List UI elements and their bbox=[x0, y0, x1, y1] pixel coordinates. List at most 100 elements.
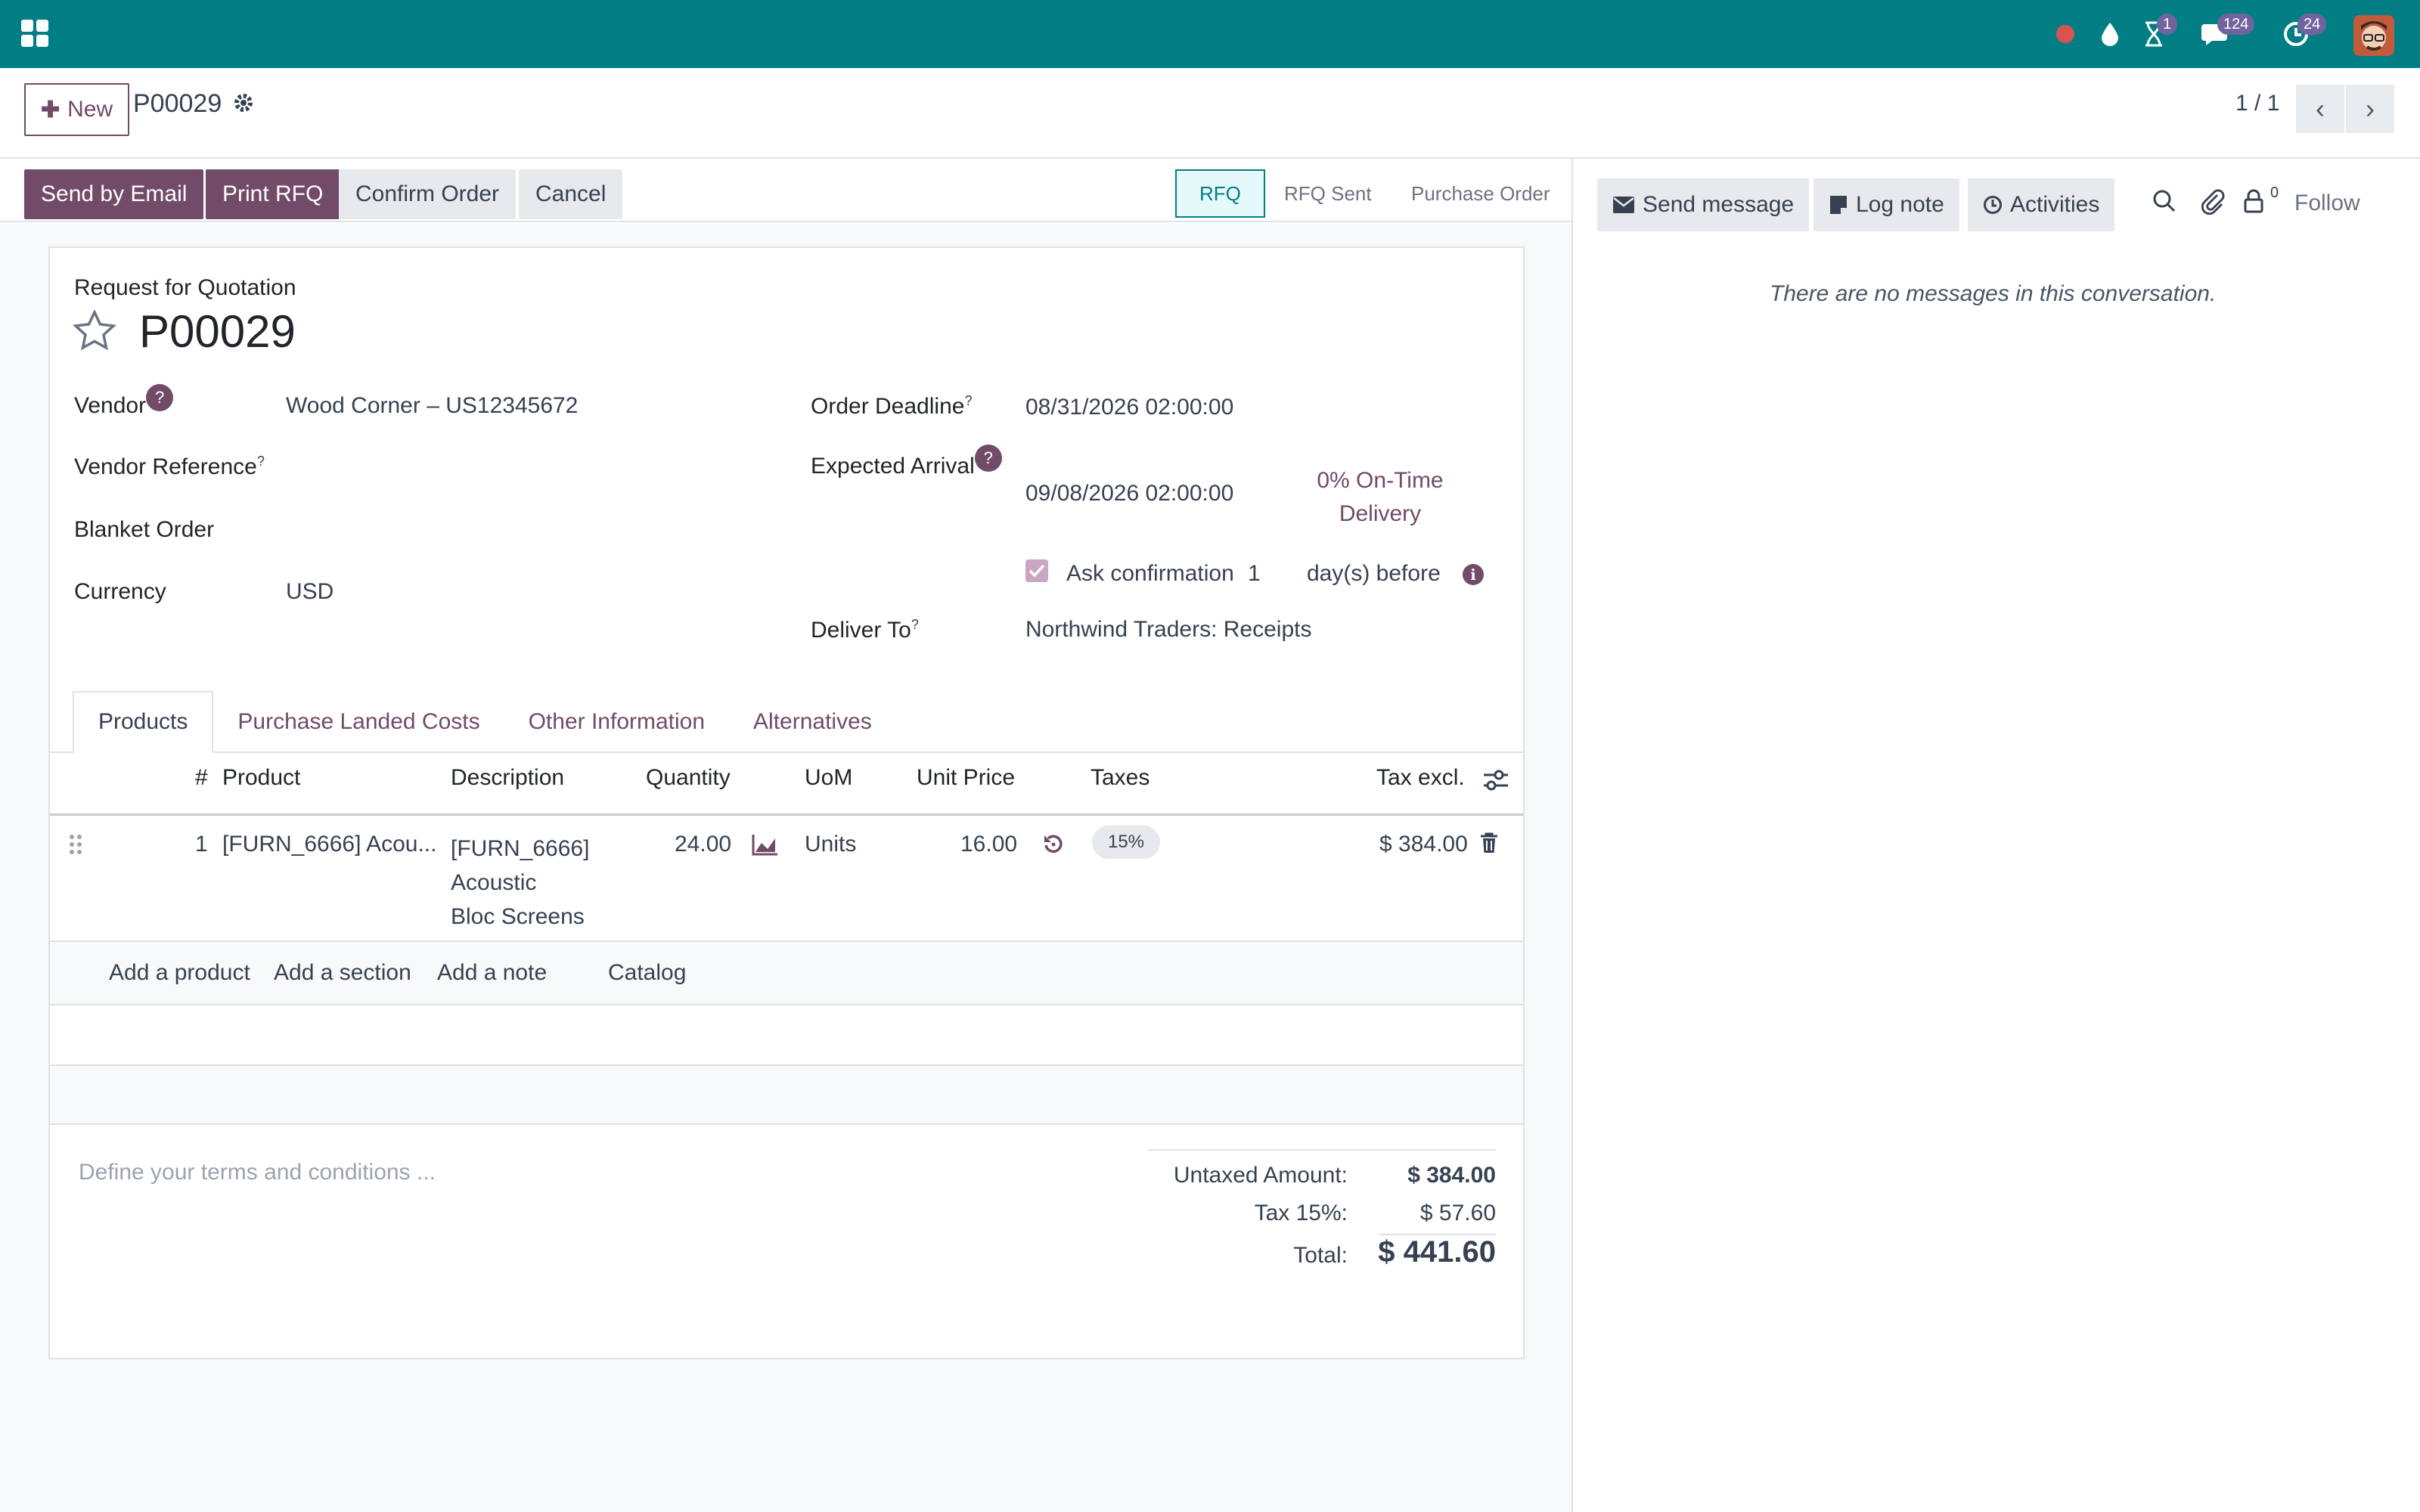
row-quantity[interactable]: 24.00 bbox=[675, 832, 732, 857]
vendor-label-text: Vendor bbox=[74, 393, 147, 418]
gear-icon[interactable] bbox=[231, 91, 262, 121]
reset-price-icon[interactable] bbox=[1042, 833, 1065, 860]
vendor-reference-label: Vendor Reference? bbox=[74, 454, 265, 480]
envelope-icon bbox=[1613, 197, 1634, 213]
column-header-description[interactable]: Description bbox=[451, 765, 565, 790]
total-value: $ 441.60 bbox=[1378, 1235, 1496, 1269]
column-header-unit-price[interactable]: Unit Price bbox=[917, 765, 1016, 790]
tab-other-information[interactable]: Other Information bbox=[528, 709, 706, 734]
followers-lock-icon[interactable] bbox=[2243, 189, 2264, 219]
column-header-uom[interactable]: UoM bbox=[805, 765, 853, 790]
paperclip-icon[interactable] bbox=[2201, 189, 2225, 221]
row-description[interactable]: [FURN_6666] Acoustic Bloc Screens bbox=[451, 832, 589, 934]
ask-confirmation-checkbox[interactable] bbox=[1025, 559, 1048, 582]
column-header-tax-excl[interactable]: Tax excl. bbox=[1376, 765, 1465, 790]
totals-divider bbox=[1148, 1149, 1496, 1151]
chevron-right-icon: › bbox=[2366, 93, 2375, 124]
add-section-link[interactable]: Add a section bbox=[274, 960, 411, 985]
form-statusbar: Send by Email Print RFQ Confirm Order Ca… bbox=[0, 159, 1573, 222]
pager-next-button[interactable]: › bbox=[2346, 85, 2394, 133]
order-deadline-label: Order Deadline? bbox=[811, 393, 972, 420]
blanket-order-label: Blanket Order bbox=[74, 517, 215, 542]
log-note-button[interactable]: Log note bbox=[1813, 178, 1959, 231]
column-header-taxes[interactable]: Taxes bbox=[1091, 765, 1150, 790]
stage-rfq[interactable]: RFQ bbox=[1175, 169, 1265, 218]
column-header-quantity[interactable]: Quantity bbox=[646, 765, 731, 790]
tax-label: Tax 15%: bbox=[1254, 1201, 1348, 1225]
app-menu-icon[interactable] bbox=[21, 20, 48, 47]
row-description-line1: [FURN_6666] bbox=[451, 836, 590, 861]
add-product-link[interactable]: Add a product bbox=[109, 960, 250, 985]
order-deadline-help-icon[interactable]: ? bbox=[964, 393, 973, 408]
trash-icon[interactable] bbox=[1479, 832, 1499, 858]
tab-products[interactable]: Products bbox=[73, 691, 214, 753]
expected-arrival-help-icon[interactable]: ? bbox=[974, 445, 1002, 472]
pager-value[interactable]: 1 / 1 bbox=[2235, 91, 2280, 116]
activities-button[interactable]: Activities bbox=[1968, 178, 2115, 231]
no-messages-text: There are no messages in this conversati… bbox=[1770, 281, 2217, 306]
vendor-reference-input[interactable] bbox=[286, 451, 709, 484]
debug-drop-icon[interactable] bbox=[2095, 15, 2125, 53]
send-message-button[interactable]: Send message bbox=[1597, 178, 1810, 231]
new-button[interactable]: ✚ New bbox=[24, 83, 130, 136]
timer-icon[interactable]: 1 bbox=[2139, 14, 2178, 53]
search-icon[interactable] bbox=[2152, 189, 2176, 219]
vendor-help-icon[interactable]: ? bbox=[146, 384, 174, 411]
drag-handle-icon[interactable] bbox=[68, 833, 83, 860]
on-time-delivery-stat[interactable]: 0% On-Time Delivery bbox=[1286, 464, 1475, 531]
empty-row-divider-1 bbox=[50, 1064, 1523, 1066]
cancel-button[interactable]: Cancel bbox=[519, 169, 623, 219]
tab-purchase-landed-costs[interactable]: Purchase Landed Costs bbox=[237, 709, 480, 734]
stage-rfq-sent[interactable]: RFQ Sent bbox=[1284, 181, 1372, 205]
on-time-line2: Delivery bbox=[1339, 501, 1422, 526]
tax-value: $ 57.60 bbox=[1419, 1201, 1496, 1225]
follow-button[interactable]: Follow bbox=[2294, 191, 2360, 215]
vendor-field[interactable]: Wood Corner – US12345672 bbox=[286, 393, 579, 418]
row-tax-tag[interactable]: 15% bbox=[1092, 826, 1160, 859]
add-line-divider bbox=[50, 1004, 1523, 1005]
terms-conditions-input[interactable]: Define your terms and conditions ... bbox=[79, 1160, 436, 1185]
currency-field[interactable]: USD bbox=[286, 579, 334, 604]
confirm-order-button[interactable]: Confirm Order bbox=[339, 169, 517, 219]
top-navbar: 1 124 24 bbox=[0, 0, 2420, 68]
star-icon[interactable] bbox=[73, 308, 116, 356]
catalog-link[interactable]: Catalog bbox=[608, 960, 687, 985]
log-note-label: Log note bbox=[1856, 192, 1944, 217]
row-product[interactable]: [FURN_6666] Acou... bbox=[222, 832, 437, 857]
blanket-order-input[interactable] bbox=[286, 514, 709, 547]
row-unit-price[interactable]: 16.00 bbox=[960, 832, 1018, 857]
record-status-icon[interactable] bbox=[2054, 15, 2077, 53]
add-note-link[interactable]: Add a note bbox=[437, 960, 548, 985]
deliver-to-label-text: Deliver To bbox=[811, 618, 911, 643]
activity-badge: 24 bbox=[2297, 14, 2327, 35]
document-type-label: Request for Quotation bbox=[74, 275, 296, 300]
currency-label: Currency bbox=[74, 579, 166, 604]
ask-confirmation-days-input[interactable]: 1 bbox=[1248, 561, 1261, 586]
column-header-number: # bbox=[195, 765, 208, 790]
info-icon[interactable]: i bbox=[1463, 564, 1484, 585]
expected-arrival-field[interactable]: 09/08/2026 02:00:00 bbox=[1025, 481, 1234, 506]
empty-row-divider-2 bbox=[50, 1123, 1523, 1125]
forecast-chart-icon[interactable] bbox=[752, 833, 779, 860]
note-icon bbox=[1830, 196, 1847, 214]
send-by-email-button[interactable]: Send by Email bbox=[24, 169, 204, 219]
print-rfq-button[interactable]: Print RFQ bbox=[206, 169, 340, 219]
row-uom[interactable]: Units bbox=[805, 832, 857, 857]
control-panel: ✚ New P00029 1 / 1 ‹ › bbox=[0, 68, 2420, 159]
column-header-product[interactable]: Product bbox=[222, 765, 301, 790]
clock-icon bbox=[1984, 196, 2002, 214]
deliver-to-field[interactable]: Northwind Traders: Receipts bbox=[1025, 617, 1312, 642]
order-deadline-field[interactable]: 08/31/2026 02:00:00 bbox=[1025, 395, 1234, 420]
pager-previous-button[interactable]: ‹ bbox=[2296, 85, 2344, 133]
stage-purchase-order[interactable]: Purchase Order bbox=[1411, 181, 1550, 205]
vendor-reference-help-icon[interactable]: ? bbox=[256, 454, 265, 469]
breadcrumb-record-title: P00029 bbox=[133, 89, 222, 118]
user-avatar[interactable] bbox=[2353, 15, 2394, 56]
optional-columns-icon[interactable] bbox=[1482, 768, 1509, 796]
messaging-icon[interactable]: 124 bbox=[2199, 14, 2255, 53]
chatter-divider bbox=[1571, 159, 1573, 1512]
record-name: P00029 bbox=[139, 306, 296, 357]
activity-clock-icon[interactable]: 24 bbox=[2279, 14, 2327, 53]
tab-alternatives[interactable]: Alternatives bbox=[753, 709, 872, 734]
deliver-to-help-icon[interactable]: ? bbox=[911, 617, 919, 632]
